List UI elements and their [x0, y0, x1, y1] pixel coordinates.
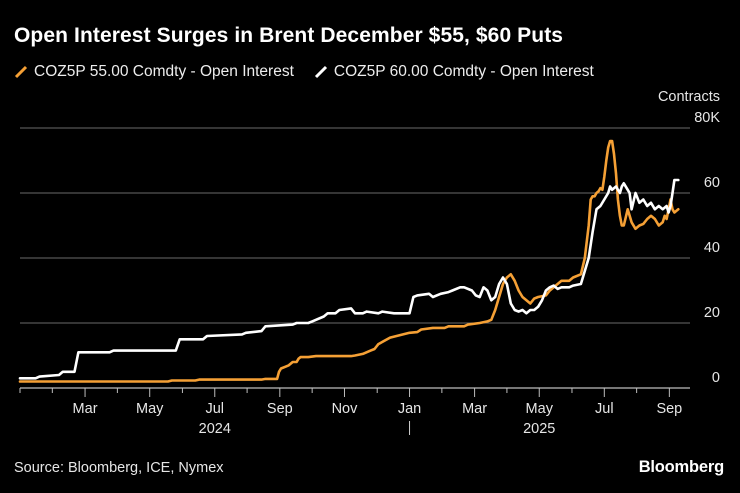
x-tick-label: May	[136, 401, 164, 417]
x-tick-label: Nov	[332, 401, 359, 417]
x-tick-label: Jan	[398, 401, 421, 417]
series-line-2	[18, 178, 680, 380]
x-tick-label: Mar	[73, 401, 98, 417]
legend-swatch-orange-icon	[14, 65, 28, 79]
bloomberg-logo: Bloomberg	[638, 458, 724, 476]
y-tick-label: 20	[704, 305, 720, 321]
legend-swatch-white-icon	[314, 65, 328, 79]
x-tick-label: Sep	[656, 401, 682, 417]
series-line-1	[18, 139, 680, 383]
y-tick-label: 40	[704, 240, 720, 256]
legend-item-series-1: COZ5P 55.00 Comdty - Open Interest	[14, 63, 294, 81]
x-tick-label: Sep	[267, 401, 293, 417]
y-tick-label: 60	[704, 175, 720, 191]
x-year-label: 2024	[199, 421, 231, 437]
x-tick-label: Mar	[462, 401, 487, 417]
x-tick-label: Jul	[595, 401, 614, 417]
y-axis-label: Contracts	[658, 89, 720, 105]
source-note: Source: Bloomberg, ICE, Nymex	[14, 460, 224, 476]
x-tick-label: May	[526, 401, 554, 417]
x-year-label: 2025	[523, 421, 555, 437]
y-tick-label: 0	[712, 370, 720, 386]
legend-label-series-1: COZ5P 55.00 Comdty - Open Interest	[34, 63, 294, 80]
chart-title: Open Interest Surges in Brent December $…	[14, 24, 564, 47]
legend-item-series-2: COZ5P 60.00 Comdty - Open Interest	[314, 63, 594, 81]
legend: COZ5P 55.00 Comdty - Open Interest COZ5P…	[14, 63, 594, 81]
legend-label-series-2: COZ5P 60.00 Comdty - Open Interest	[333, 63, 594, 80]
y-tick-label: 80K	[694, 110, 720, 126]
x-tick-label: Jul	[205, 401, 224, 417]
